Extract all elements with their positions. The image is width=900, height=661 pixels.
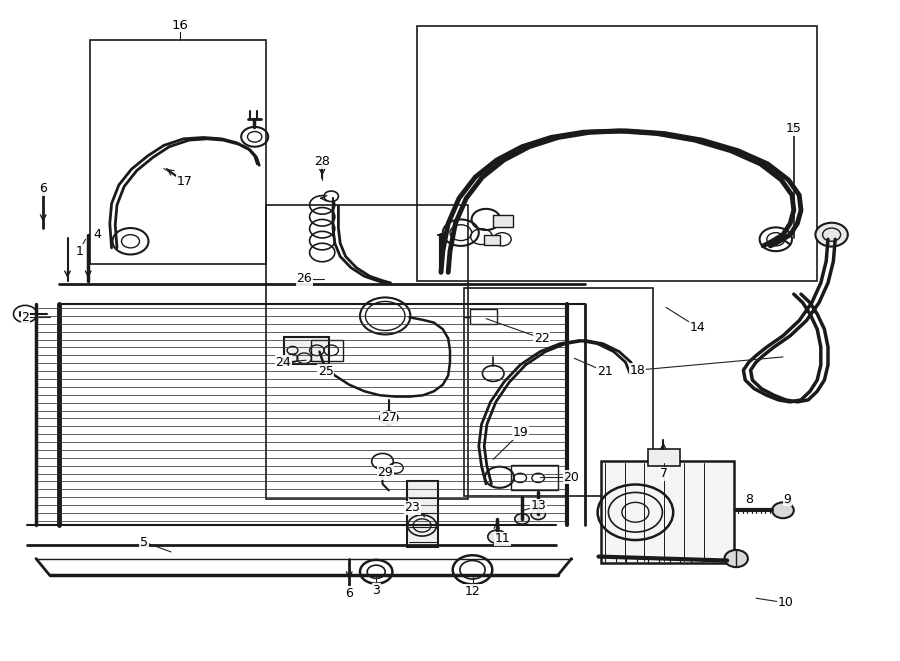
Text: 13: 13 [530,499,546,512]
Text: 8: 8 [745,492,752,506]
Bar [470,309,497,324]
Text: 26: 26 [296,272,312,286]
Circle shape [772,502,794,518]
Circle shape [724,550,748,567]
Text: 16: 16 [172,19,188,32]
Text: 17: 17 [176,175,193,188]
Text: 2: 2 [22,311,29,324]
Text: 15: 15 [786,122,802,136]
Text: 22: 22 [534,332,550,345]
Text: 25: 25 [318,365,334,378]
Text: 27: 27 [381,411,397,424]
Text: 21: 21 [597,365,613,378]
Bar [648,449,680,466]
Text: 5: 5 [140,535,148,549]
Circle shape [14,305,37,323]
Text: 1: 1 [76,245,83,258]
Text: 29: 29 [377,466,393,479]
Bar [90,40,266,264]
Text: 18: 18 [629,364,645,377]
Circle shape [531,509,545,520]
Text: 6: 6 [346,587,353,600]
Text: 24: 24 [275,356,292,369]
Text: 6: 6 [40,182,47,195]
Text: 7: 7 [661,467,668,481]
Circle shape [488,530,506,543]
Bar [511,465,558,490]
Bar [601,461,734,563]
Text: 10: 10 [778,596,794,609]
Bar [417,26,817,281]
Text: 14: 14 [689,321,706,334]
Bar [493,215,513,227]
Circle shape [324,191,338,202]
Bar [484,235,500,245]
Text: 12: 12 [464,585,481,598]
Text: 4: 4 [94,228,101,241]
Text: 23: 23 [404,501,420,514]
Bar [464,288,652,496]
Bar [266,205,468,499]
Bar [284,337,329,364]
Text: 20: 20 [563,471,580,484]
Circle shape [815,223,848,247]
Bar [310,340,343,361]
Text: 11: 11 [494,532,510,545]
Circle shape [515,514,529,524]
Bar [407,481,438,547]
Text: 3: 3 [373,584,380,597]
Text: 19: 19 [512,426,528,440]
Text: 9: 9 [784,492,791,506]
Text: 28: 28 [314,155,330,169]
